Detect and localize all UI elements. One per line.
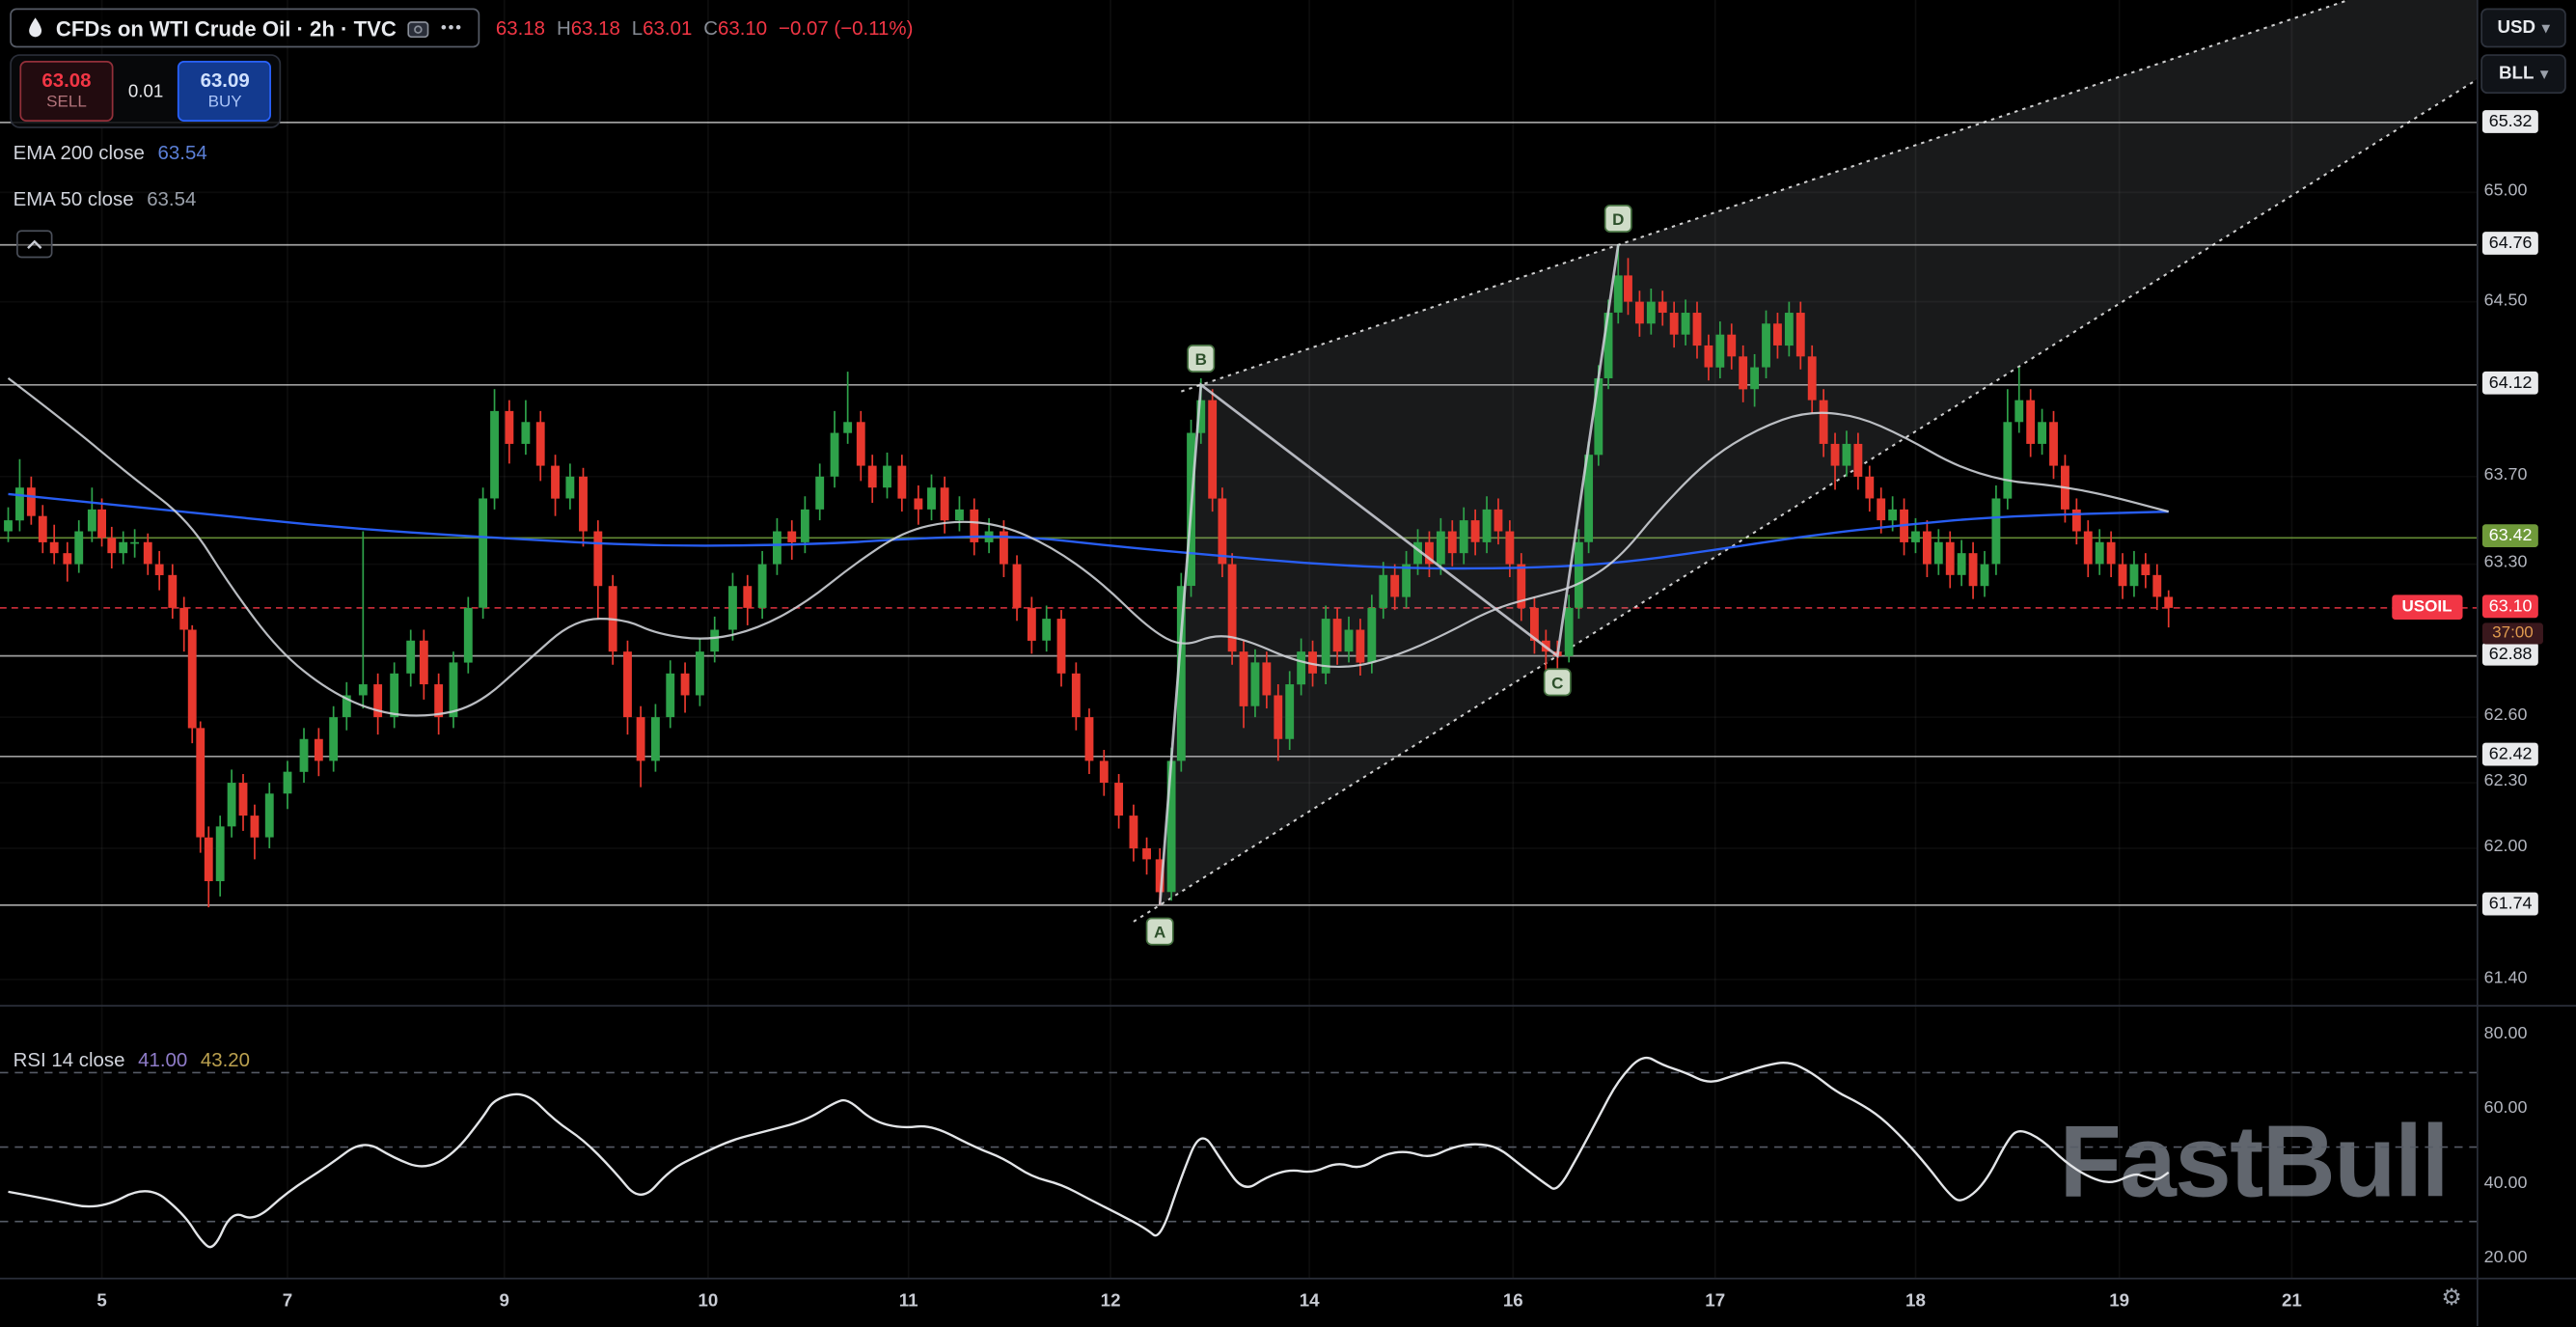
time-axis-label: 17 xyxy=(1705,1291,1726,1312)
price-axis-label: 63.30 xyxy=(2483,552,2528,573)
camera-icon[interactable] xyxy=(407,19,429,38)
ohlc-token: C63.10 xyxy=(703,16,768,40)
pattern-overlay[interactable] xyxy=(1133,0,2479,923)
sell-price: 63.08 xyxy=(41,69,92,93)
rsi-axis-label: 80.00 xyxy=(2483,1023,2528,1044)
gear-icon[interactable]: ⚙ xyxy=(2441,1285,2462,1312)
ema200-label: EMA 200 close xyxy=(13,141,145,165)
svg-text:C: C xyxy=(1551,674,1563,692)
time-axis-label: 9 xyxy=(499,1291,509,1312)
ema50-label: EMA 50 close xyxy=(13,187,134,210)
svg-text:B: B xyxy=(1195,350,1207,369)
rsi-label: RSI 14 close xyxy=(13,1048,125,1072)
price-axis[interactable]: 65.00 64.50 63.70 63.30 62.60 62.30 62.00 61.40… xyxy=(2478,0,2576,1326)
spread-value: 0.01 xyxy=(127,81,164,101)
svg-text:D: D xyxy=(1612,210,1624,229)
symbol-title-box[interactable]: CFDs on WTI Crude Oil · 2h · TVC ••• xyxy=(10,8,480,48)
ema50-legend: EMA 50 close 63.54 xyxy=(14,187,197,210)
fastbull-watermark: FastBull xyxy=(2059,1105,2450,1220)
last-price-plate: 63.10 xyxy=(2481,594,2539,619)
price-level-plate: 62.88 xyxy=(2481,643,2539,666)
symbol-title: CFDs on WTI Crude Oil · 2h · TVC xyxy=(55,15,397,41)
rsi-axis-label: 40.00 xyxy=(2483,1173,2528,1193)
time-axis-label: 21 xyxy=(2281,1291,2302,1312)
chart-header: CFDs on WTI Crude Oil · 2h · TVC ••• 63.… xyxy=(10,8,914,48)
time-axis-label: 10 xyxy=(698,1291,719,1312)
usoil-price-tag: USOIL xyxy=(2392,594,2462,620)
svg-text:A: A xyxy=(1154,924,1165,942)
price-level-plate: 64.12 xyxy=(2481,372,2539,395)
candlestick-series xyxy=(4,244,2174,908)
grid-lines xyxy=(0,0,2478,1279)
price-axis-label: 62.00 xyxy=(2483,837,2528,857)
unit-label: BLL xyxy=(2499,64,2535,84)
price-level-plate: 64.76 xyxy=(2481,232,2539,255)
time-axis-label: 12 xyxy=(1100,1291,1121,1312)
price-axis-label: 61.40 xyxy=(2483,968,2528,988)
ema200-value: 63.54 xyxy=(157,141,207,165)
ohlc-token: 63.18 xyxy=(495,16,546,40)
ema-200-line xyxy=(8,492,2169,570)
chevron-down-icon: ▾ xyxy=(2540,65,2548,82)
rsi-value-1: 41.00 xyxy=(138,1048,188,1072)
rsi-axis-label: 60.00 xyxy=(2483,1098,2528,1119)
ema-50-line xyxy=(7,377,2169,717)
price-axis-label: 62.60 xyxy=(2483,705,2528,726)
rsi-legend: RSI 14 close 41.00 43.20 xyxy=(14,1048,250,1071)
more-options-button[interactable]: ••• xyxy=(440,18,463,38)
chevron-up-icon xyxy=(27,238,42,249)
price-axis-label: 63.70 xyxy=(2483,464,2528,485)
ohlc-token: L63.01 xyxy=(631,16,693,40)
pattern-zigzag[interactable]: A B C D xyxy=(1145,205,1632,946)
price-level-plate: 65.32 xyxy=(2481,109,2539,133)
currency-label: USD xyxy=(2497,17,2536,39)
time-axis-label: 18 xyxy=(1905,1291,1926,1312)
ema200-legend: EMA 200 close 63.54 xyxy=(14,141,207,164)
ohlc-token: −0.07 (−0.11%) xyxy=(779,16,914,40)
price-axis-label: 62.30 xyxy=(2483,771,2528,791)
price-axis-label: 65.00 xyxy=(2483,180,2528,201)
collapse-legend-button[interactable] xyxy=(16,230,53,259)
price-axis-label: 64.50 xyxy=(2483,290,2528,311)
buy-label: BUY xyxy=(207,93,242,112)
price-level-plate: 62.42 xyxy=(2481,743,2539,767)
sell-button[interactable]: 63.08 SELL xyxy=(19,61,114,123)
rsi-axis-label: 20.00 xyxy=(2483,1247,2528,1267)
green-level-plate: 63.42 xyxy=(2481,524,2539,548)
currency-dropdown[interactable]: USD ▾ xyxy=(2480,8,2566,48)
ohlc-token: H63.18 xyxy=(556,16,620,40)
time-axis-label: 19 xyxy=(2109,1291,2130,1312)
pattern-point-a[interactable]: A xyxy=(1145,917,1174,946)
trade-widget: 63.08 SELL 0.01 63.09 BUY xyxy=(10,54,282,128)
pattern-point-c[interactable]: C xyxy=(1543,668,1572,697)
oil-drop-icon xyxy=(29,17,42,38)
buy-price: 63.09 xyxy=(200,69,250,93)
pattern-point-d[interactable]: D xyxy=(1603,205,1632,233)
time-axis[interactable]: ⚙ 5 7 9 10 11 12 14 16 17 18 19 21 xyxy=(0,1282,2576,1326)
time-axis-label: 7 xyxy=(282,1291,293,1312)
bar-countdown: 37:00 xyxy=(2481,622,2544,645)
price-level-plate: 61.74 xyxy=(2481,892,2539,916)
time-axis-label: 14 xyxy=(1299,1291,1320,1312)
buy-button[interactable]: 63.09 BUY xyxy=(178,61,272,123)
pattern-point-b[interactable]: B xyxy=(1187,345,1216,373)
time-axis-label: 16 xyxy=(1502,1291,1523,1312)
chevron-down-icon: ▾ xyxy=(2541,18,2550,36)
sell-label: SELL xyxy=(46,93,87,112)
time-axis-label: 5 xyxy=(96,1291,107,1312)
time-axis-label: 11 xyxy=(898,1291,918,1312)
unit-dropdown[interactable]: BLL ▾ xyxy=(2480,54,2566,95)
rsi-value-2: 43.20 xyxy=(200,1048,251,1072)
ohlc-readout: 63.18 H63.18 L63.01 C63.10 −0.07 (−0.11%) xyxy=(496,16,914,40)
ema50-value: 63.54 xyxy=(147,187,197,210)
rsi-pane xyxy=(0,1056,2478,1249)
